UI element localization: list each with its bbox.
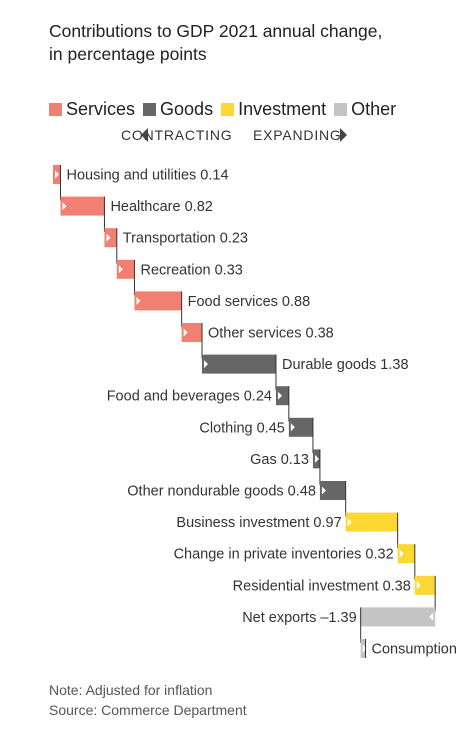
chart-source: Source: Commerce Department — [49, 702, 247, 718]
legend-item-investment: Investment — [221, 99, 326, 120]
data-label-clothing: Clothing 0.45 — [199, 420, 284, 436]
bar-durable-goods — [202, 354, 276, 374]
chart-title: Contributions to GDP 2021 annual change,… — [49, 20, 449, 66]
expanding-arrow-icon — [340, 128, 347, 142]
data-label-residential-investment: Residential investment 0.38 — [233, 578, 411, 594]
data-label-business-investment: Business investment 0.97 — [176, 515, 341, 531]
legend-label-other: Other — [351, 99, 397, 119]
bar-transportation — [104, 228, 117, 248]
bar-chevron-icon-consumption-expenditures — [362, 644, 367, 653]
bar-chevron-icon-other-services — [183, 328, 188, 337]
data-label-housing-and-utilities: Housing and utilities 0.14 — [67, 168, 229, 184]
bar-net-exports — [360, 607, 436, 627]
data-label-healthcare: Healthcare 0.82 — [110, 199, 212, 215]
bar-chevron-icon-healthcare — [62, 202, 67, 211]
legend-swatch-services — [49, 103, 62, 116]
data-label-food-and-beverages: Food and beverages 0.24 — [107, 389, 272, 405]
bar-change-in-private-inventories — [397, 544, 415, 564]
legend-swatch-goods — [143, 103, 157, 116]
bar-recreation — [116, 259, 135, 279]
data-label-consumption-expenditures: Consumption expenditures 0.09 — [371, 642, 460, 658]
bar-chevron-icon-net-exports — [429, 612, 434, 621]
bar-chevron-icon-housing-and-utilities — [55, 170, 59, 179]
legend-item-services: Services — [49, 99, 135, 120]
bar-chevron-icon-business-investment — [347, 518, 352, 527]
title-line-2: in percentage points — [49, 44, 207, 64]
bar-chevron-icon-durable-goods — [204, 360, 209, 369]
expanding-label: EXPANDING — [253, 127, 342, 143]
data-label-net-exports: Net exports –1.39 — [242, 610, 356, 626]
bar-chevron-icon-food-and-beverages — [277, 391, 282, 400]
bar-other-services — [181, 323, 203, 342]
bar-chevron-icon-clothing — [290, 423, 295, 432]
title-line-1: Contributions to GDP 2021 annual change, — [49, 21, 383, 41]
bar-chevron-icon-gas — [314, 454, 319, 463]
data-label-gas: Gas 0.13 — [250, 452, 309, 468]
bar-chevron-icon-other-nondurable-goods — [321, 486, 326, 495]
data-label-other-services: Other services 0.38 — [208, 326, 334, 342]
data-label-change-in-private-inventories: Change in private inventories 0.32 — [174, 547, 394, 563]
bar-chevron-icon-recreation — [118, 265, 123, 274]
bar-food-and-beverages — [275, 386, 289, 406]
bar-residential-investment — [414, 575, 436, 595]
bar-clothing — [288, 417, 313, 437]
bar-business-investment — [345, 512, 398, 532]
data-label-recreation: Recreation 0.33 — [140, 262, 242, 278]
legend-label-investment: Investment — [238, 99, 327, 119]
bar-chevron-icon-transportation — [106, 233, 111, 242]
legend: Services Goods Investment Other — [49, 99, 404, 120]
bar-chevron-icon-food-services — [136, 296, 141, 305]
bar-chevron-icon-residential-investment — [416, 581, 421, 590]
legend-label-goods: Goods — [160, 99, 214, 119]
bar-healthcare — [60, 196, 105, 216]
bar-food-services — [134, 291, 182, 311]
contracting-label: CONTRACTING — [121, 127, 233, 143]
bar-other-nondurable-goods — [319, 481, 346, 500]
chart-note: Note: Adjusted for inflation — [49, 682, 213, 698]
legend-item-goods: Goods — [143, 99, 213, 120]
legend-swatch-other — [334, 103, 348, 116]
data-label-other-nondurable-goods: Other nondurable goods 0.48 — [127, 484, 316, 500]
legend-swatch-investment — [221, 103, 235, 116]
data-label-durable-goods: Durable goods 1.38 — [282, 357, 409, 373]
data-label-transportation: Transportation 0.23 — [123, 231, 248, 247]
data-label-food-services: Food services 0.88 — [188, 294, 311, 310]
contracting-arrow-icon — [141, 128, 148, 142]
legend-item-other: Other — [334, 99, 396, 120]
legend-label-services: Services — [66, 99, 136, 119]
bar-chevron-icon-change-in-private-inventories — [399, 549, 404, 558]
